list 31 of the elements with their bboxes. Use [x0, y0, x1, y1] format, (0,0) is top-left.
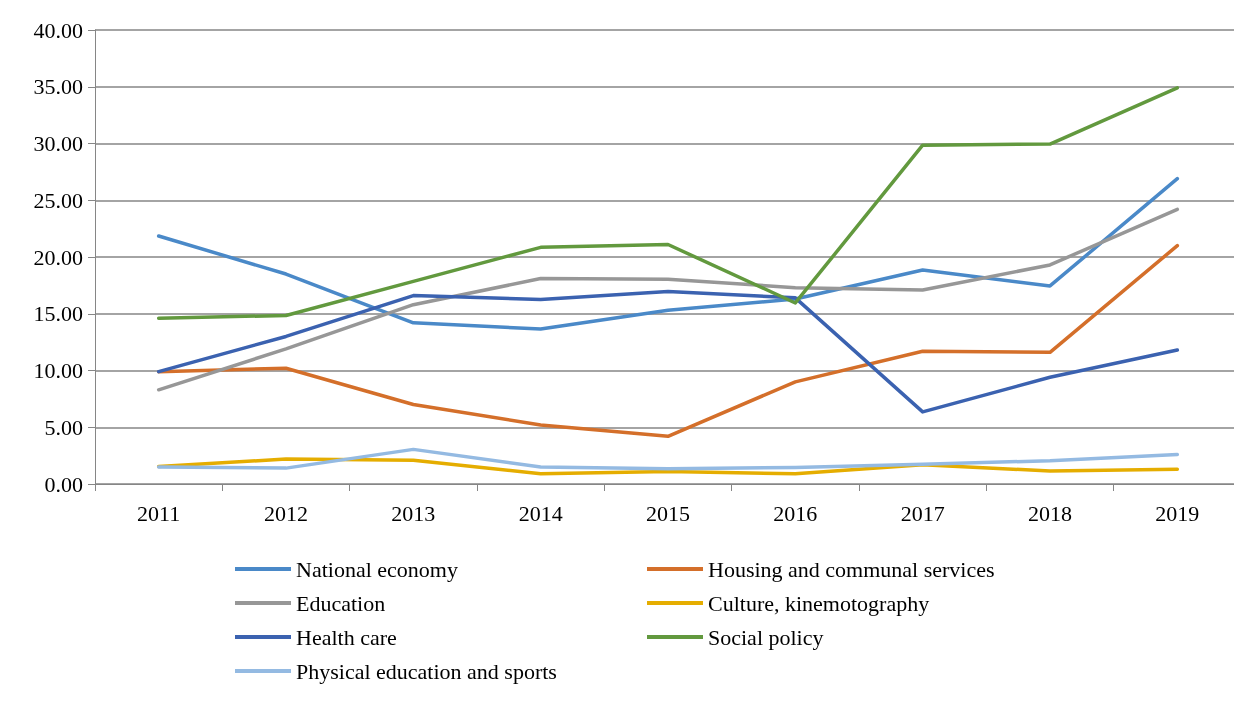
line-series: [156, 289, 1180, 414]
line-series: [156, 86, 1180, 321]
legend-label: Education: [296, 590, 386, 616]
x-tick-label: 2012: [264, 500, 308, 526]
y-tick-label: 20.00: [33, 244, 83, 270]
y-tick-label: 10.00: [33, 358, 83, 383]
line-series: [156, 457, 1180, 476]
y-tick-label: 25.00: [33, 187, 83, 213]
x-tick-label: 2014: [518, 500, 563, 526]
legend-label: Housing and communal services: [708, 556, 995, 582]
legend-label: Social policy: [708, 624, 824, 650]
x-tick-label: 2013: [391, 500, 436, 526]
x-tick-label: 2017: [900, 500, 945, 526]
y-tick-label: 15.00: [33, 301, 83, 327]
legend-label: Health care: [296, 624, 397, 650]
legend-label: National economy: [296, 556, 458, 582]
x-tick-label: 2011: [137, 500, 181, 526]
x-tick-label: 2015: [646, 500, 690, 526]
y-tick-label: 40.00: [33, 17, 83, 43]
x-tick-label: 2019: [1155, 500, 1200, 526]
y-tick-label: 35.00: [33, 74, 83, 100]
line-series: [156, 447, 1180, 471]
y-tick-label: 5.00: [44, 414, 83, 440]
line-series: [156, 207, 1180, 392]
legend-label: Physical education and sports: [296, 658, 557, 684]
x-tick-label: 2018: [1028, 500, 1072, 526]
x-tick-label: 2016: [773, 500, 818, 526]
y-tick-label: 0.00: [44, 471, 83, 497]
line-series: [156, 176, 1180, 331]
legend-label: Culture, kinemotography: [708, 590, 930, 616]
y-tick-label: 30.00: [33, 131, 83, 156]
